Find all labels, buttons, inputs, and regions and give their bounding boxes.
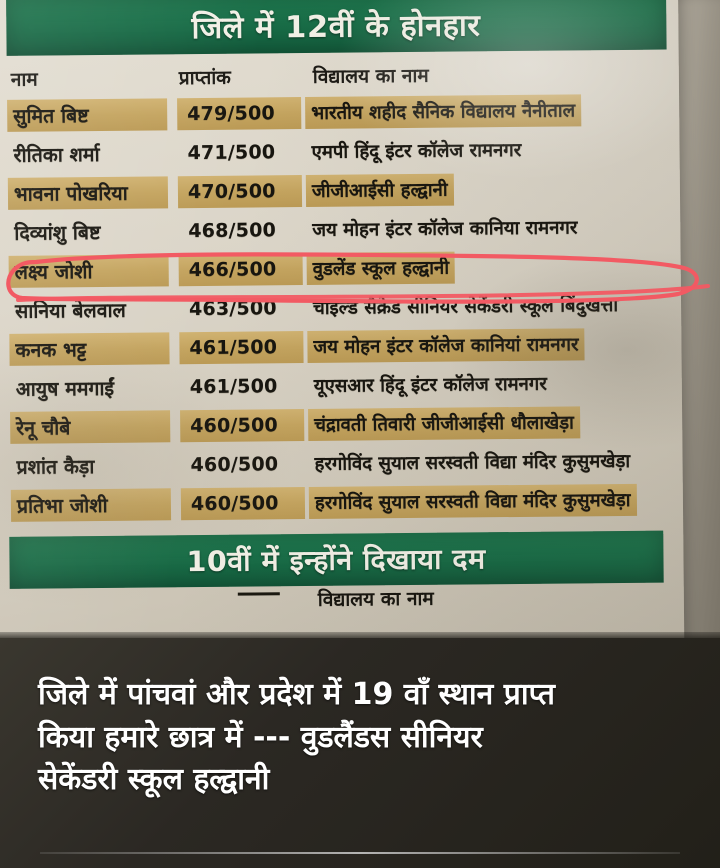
cell-marks: 470/500 [177,174,303,208]
cell-marks: 479/500 [177,96,302,130]
clipped-rule [237,592,280,596]
cell-school: जय मोहन इंटर कॉलेज कानियां रामनगर [307,327,585,363]
banner-12th-title: जिले में 12वीं के होनहार [191,7,481,46]
cell-school: जय मोहन इंटर कॉलेज कानिया रामनगर [312,217,578,241]
cell-marks: 460/500 [180,408,305,442]
caption-line-3: सेकेंडरी स्कूल हल्द्वानी [38,762,270,798]
caption-text: जिले में पांचवां और प्रदेश में 19 वाँ स्… [38,674,684,802]
cell-school: जीजीआईसी हल्द्वानी [305,173,454,207]
table-column-headers: नाम प्राप्तांक विद्यालय का नाम [1,49,677,95]
column-header-school: विद्यालय का नाम [312,64,429,88]
cell-school: चाइल्ड सैक्रेड सीनियर सेकेंडरी स्कूल बिं… [312,295,619,319]
cell-name: लक्ष्य जोशी [8,253,169,288]
cell-name: प्रशांत कैड़ा [16,455,95,479]
clipped-column-header-school: विद्यालय का नाम [317,587,434,611]
table-row: सुमित बिष्ट 479/500 भारतीय शहीद सैनिक वि… [1,89,677,134]
cell-school: एमपी हिंदू इंटर कॉलेज रामनगर [311,139,522,163]
table-row-highlighted: लक्ष्य जोशी 466/500 वुडलेंड स्कूल हल्द्व… [3,245,679,290]
cell-marks: 461/500 [189,374,278,398]
cell-school: भारतीय शहीद सैनिक विद्यालय नैनीताल [305,93,582,129]
cell-name: भावना पोखरिया [7,175,169,210]
cell-school: हरगोविंद सुयाल सरस्वती विद्या मंदिर कुसु… [314,450,631,475]
table-row: रेनू चौबे 460/500 चंद्रावती तिवारी जीजीआ… [4,401,680,446]
cell-name: रेनू चौबे [10,409,171,444]
cell-name: कनक भट्ट [9,331,170,366]
table-row: रीतिका शर्मा 471/500 एमपी हिंदू इंटर कॉल… [1,128,677,173]
cell-school: वुडलेंड स्कूल हल्द्वानी [306,251,456,285]
cell-marks: 460/500 [190,452,279,476]
newspaper-sheet: जिले में 12वीं के होनहार नाम प्राप्तांक … [0,0,685,645]
cell-name: प्रतिभा जोशी [10,487,172,522]
table-row: कनक भट्ट 461/500 जय मोहन इंटर कॉलेज कानि… [3,323,679,368]
cell-school: यूएसआर हिंदू इंटर कॉलेज रामनगर [313,373,547,397]
clipping-content: जिले में 12वीं के होनहार नाम प्राप्तांक … [1,0,681,611]
cell-marks: 463/500 [188,296,277,320]
table-row: प्रशांत कैड़ा 460/500 हरगोविंद सुयाल सरस… [4,440,680,485]
banner-10th-title: 10वीं में इन्होंने दिखाया दम [186,542,487,579]
caption-bottom-rule [40,852,680,854]
column-header-name: नाम [10,68,38,91]
table-row: दिव्यांशु बिष्ट 468/500 जय मोहन इंटर कॉल… [2,206,678,251]
cell-name: रीतिका शर्मा [13,142,100,167]
cell-school: हरगोविंद सुयाल सरस्वती विद्या मंदिर कुसु… [308,483,637,519]
cell-school: चंद्रावती तिवारी जीजीआईसी धौलाखेड़ा [308,405,581,441]
column-header-marks: प्राप्तांक [178,66,231,90]
cell-name: सानिया बेलवाल [14,298,126,323]
cell-name: सुमित बिष्ट [7,97,168,132]
cell-marks: 466/500 [178,252,303,286]
photo-caption-divider [0,632,720,642]
cell-marks: 468/500 [188,218,277,242]
banner-12th: जिले में 12वीं के होनहार [6,0,667,56]
cell-marks: 461/500 [179,330,304,364]
toppers-table: सुमित बिष्ट 479/500 भारतीय शहीद सैनिक वि… [1,89,681,524]
cell-marks: 460/500 [180,486,306,520]
table-row: भावना पोखरिया 470/500 जीजीआईसी हल्द्वानी [2,167,678,212]
table-row: आयुष ममगाईं 461/500 यूएसआर हिंदू इंटर कॉ… [4,362,680,407]
caption-panel: जिले में पांचवां और प्रदेश में 19 वाँ स्… [0,638,720,868]
caption-line-1: जिले में पांचवां और प्रदेश में 19 वाँ स्… [38,677,555,712]
newspaper-photo: जिले में 12वीं के होनहार नाम प्राप्तांक … [0,0,720,645]
cell-name: दिव्यांशु बिष्ट [14,220,101,245]
cell-name: आयुष ममगाईं [15,376,115,401]
caption-line-2: किया हमारे छात्र में --- वुडलैंडस सीनियर [38,719,483,755]
table-row: सानिया बेलवाल 463/500 चाइल्ड सैक्रेड सीन… [3,284,679,329]
cell-marks: 471/500 [187,140,276,164]
table-row: प्रतिभा जोशी 460/500 हरगोविंद सुयाल सरस्… [5,479,681,524]
banner-10th: 10वीं में इन्होंने दिखाया दम [9,530,664,589]
